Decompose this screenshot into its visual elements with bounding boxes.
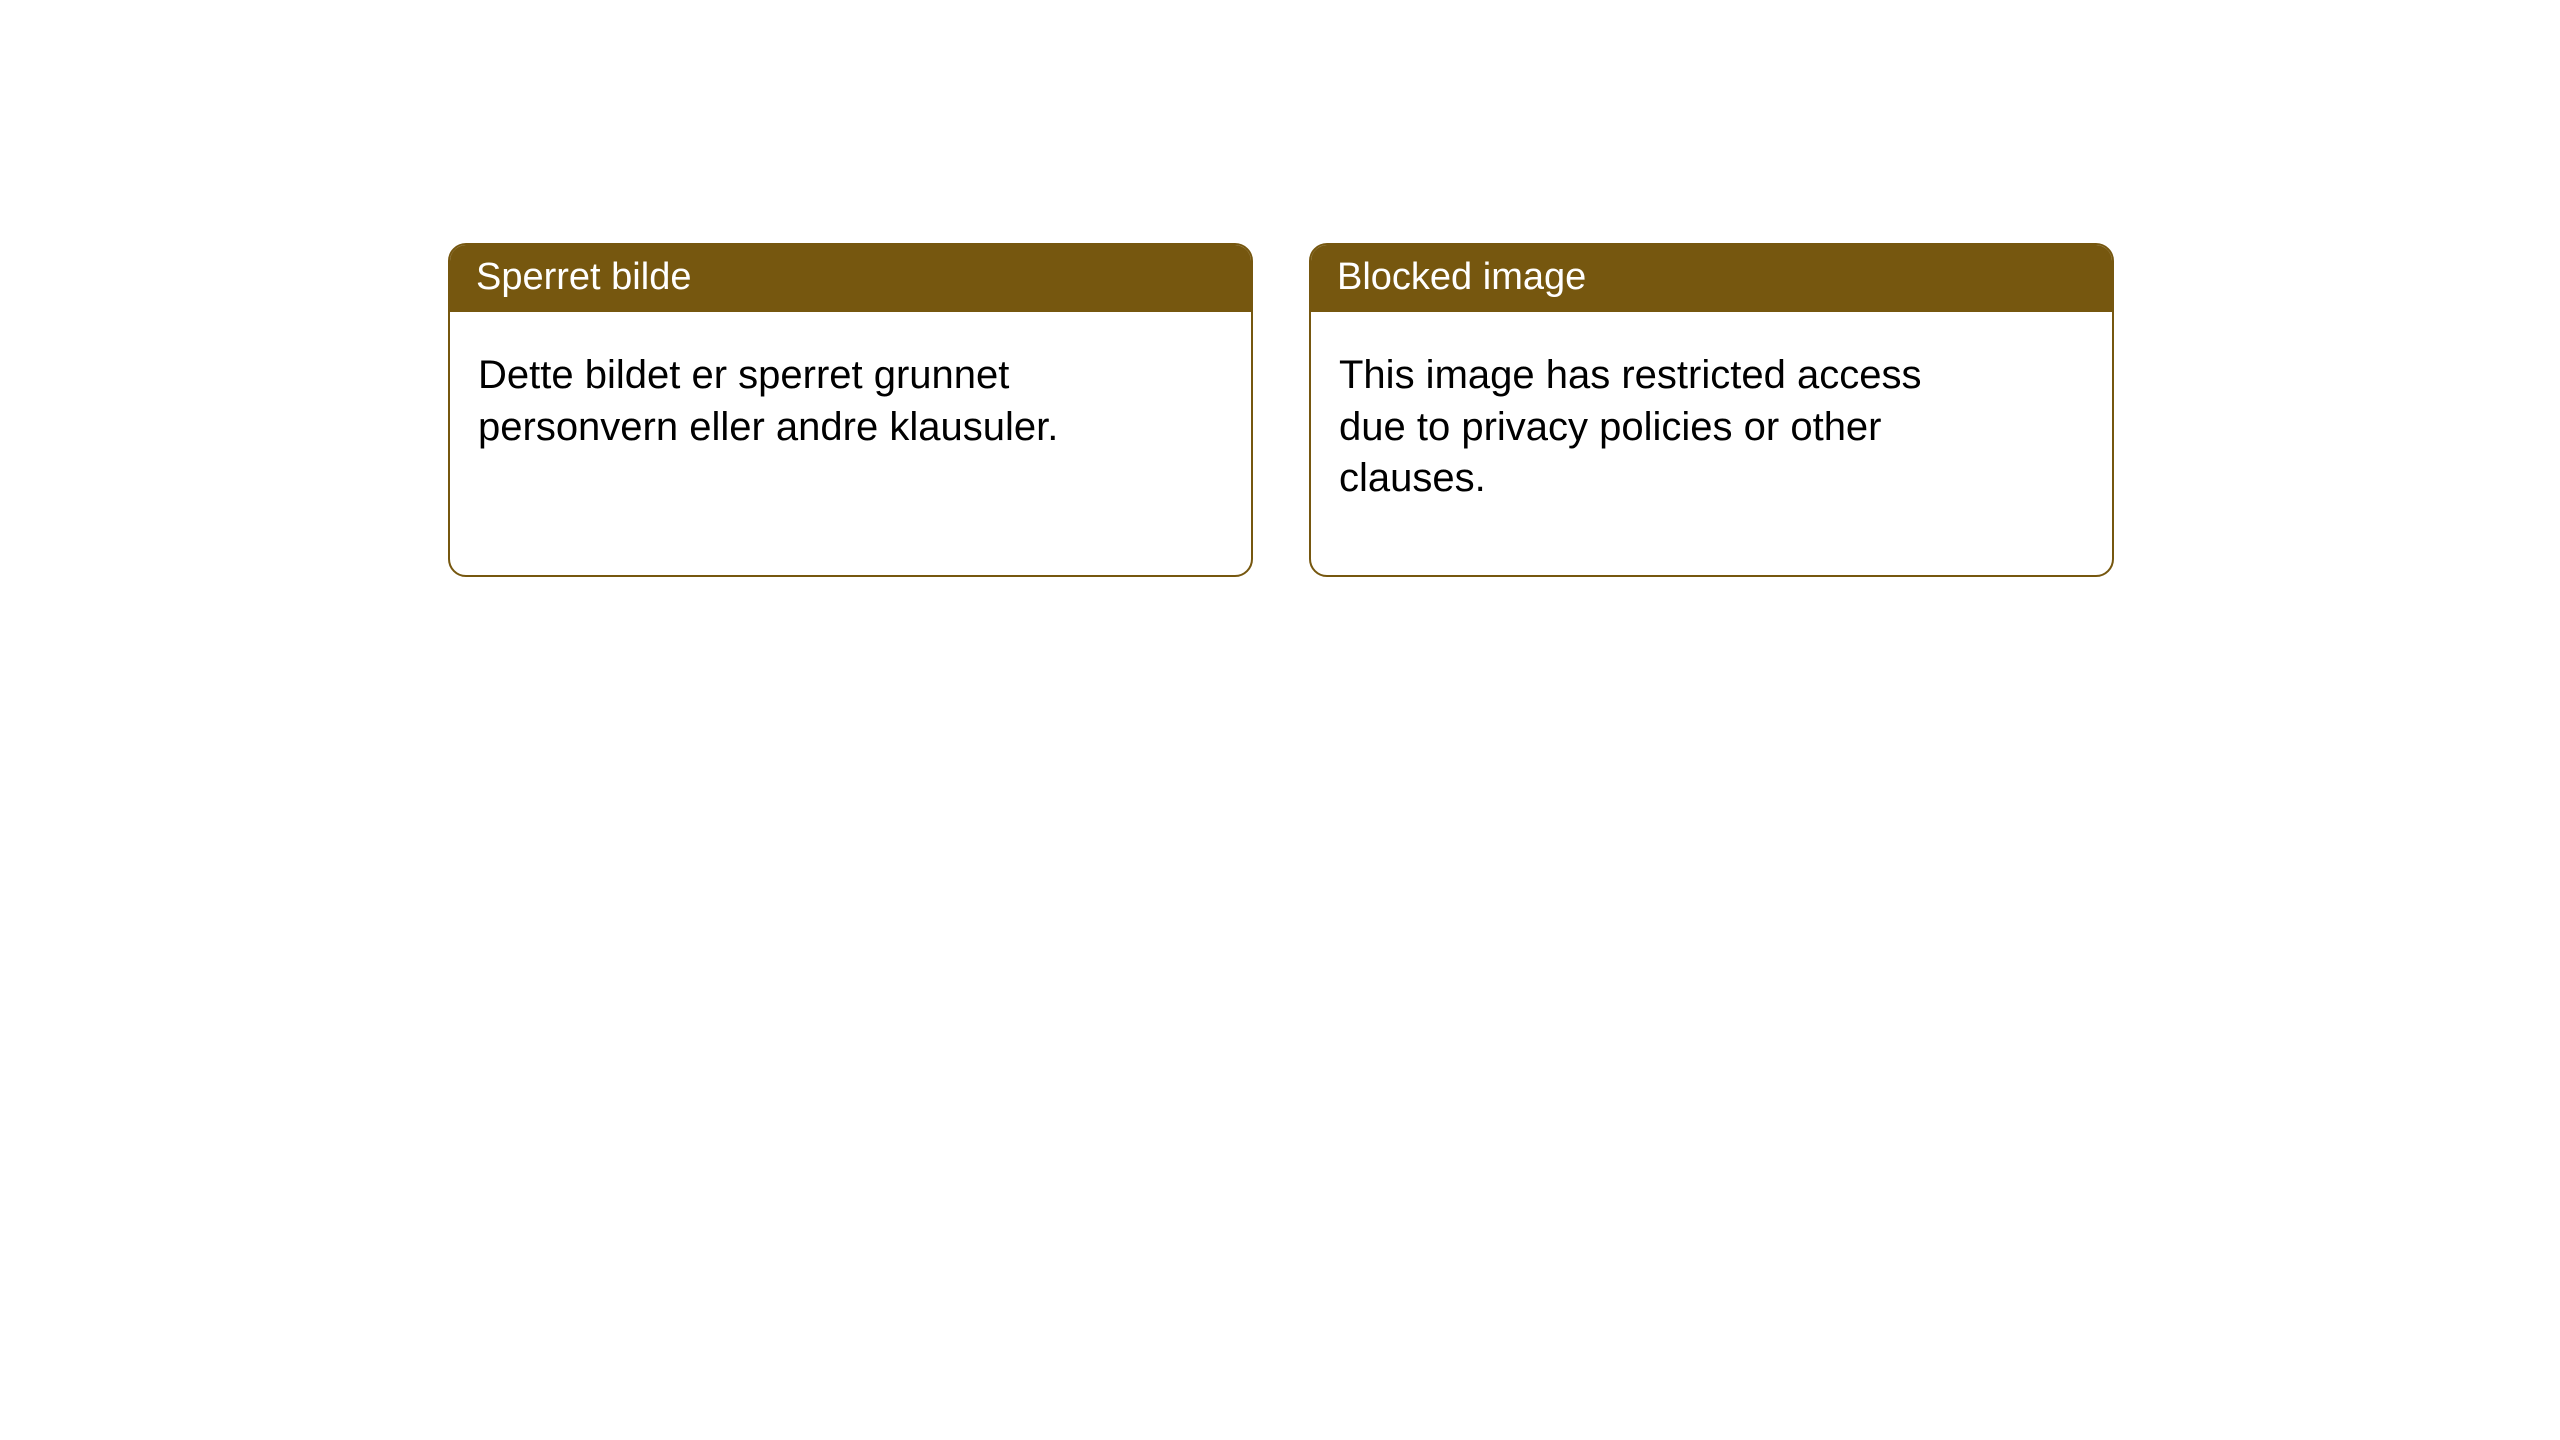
card-body-text-en: This image has restricted access due to …	[1339, 353, 1921, 499]
card-header-en: Blocked image	[1311, 245, 2112, 312]
blocked-image-card-no: Sperret bilde Dette bildet er sperret gr…	[448, 243, 1253, 577]
notice-container: Sperret bilde Dette bildet er sperret gr…	[0, 0, 2560, 577]
card-body-en: This image has restricted access due to …	[1311, 312, 2011, 542]
card-title-no: Sperret bilde	[476, 256, 691, 298]
blocked-image-card-en: Blocked image This image has restricted …	[1309, 243, 2114, 577]
card-body-text-no: Dette bildet er sperret grunnet personve…	[478, 353, 1058, 448]
card-body-no: Dette bildet er sperret grunnet personve…	[450, 312, 1150, 490]
card-title-en: Blocked image	[1337, 256, 1586, 298]
card-header-no: Sperret bilde	[450, 245, 1251, 312]
